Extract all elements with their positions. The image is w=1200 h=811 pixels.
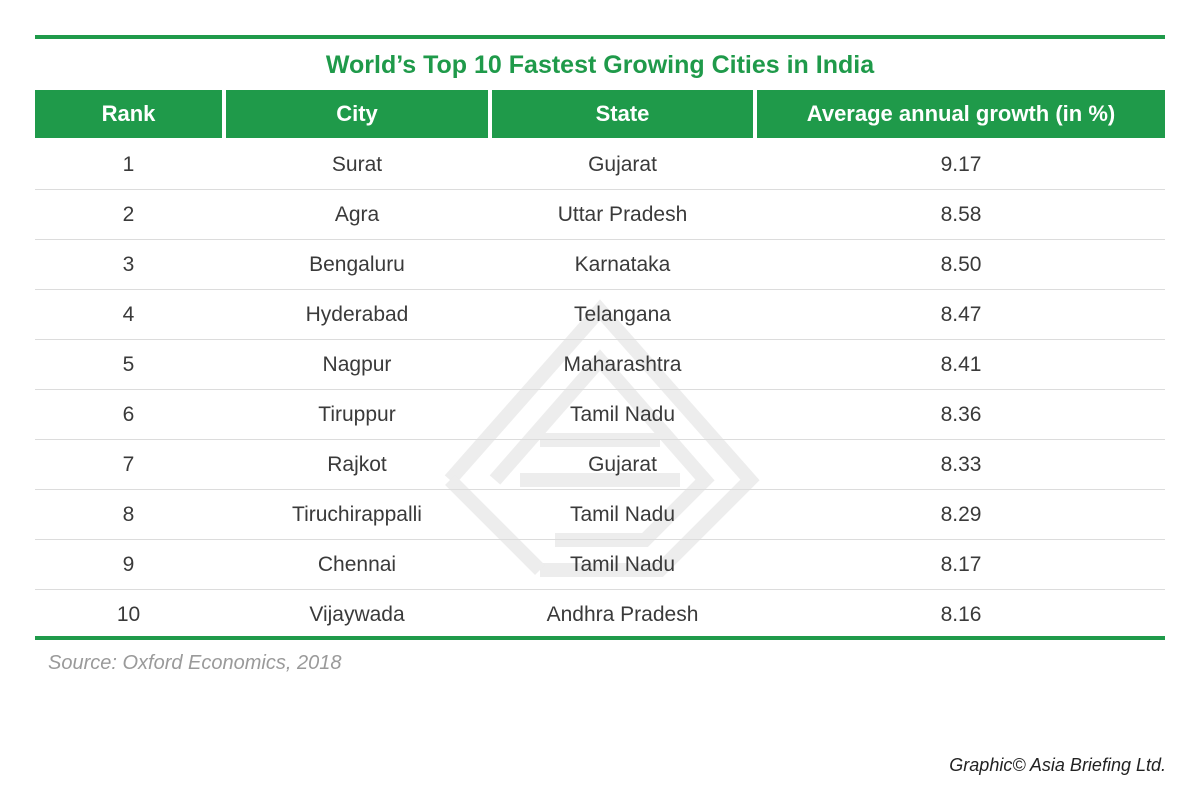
cell-state: Telangana (574, 302, 671, 326)
header-city: City (226, 90, 488, 138)
source-note: Source: Oxford Economics, 2018 (48, 652, 342, 674)
cell-growth: 8.58 (940, 202, 982, 226)
table-row: 7 Rajkot Gujarat 8.33 (35, 440, 1165, 490)
bottom-rule (35, 636, 1165, 640)
table-row: 10 Vijaywada Andhra Pradesh 8.16 (35, 590, 1165, 640)
cell-rank: 8 (122, 502, 135, 526)
cell-city: Tiruppur (318, 402, 396, 426)
cell-city: Bengaluru (309, 252, 405, 276)
cell-rank: 5 (122, 352, 135, 376)
cell-growth: 9.17 (940, 152, 982, 176)
cell-rank: 2 (122, 202, 135, 226)
cell-growth: 8.16 (940, 603, 982, 626)
cell-growth: 8.36 (940, 402, 982, 426)
cell-city: Nagpur (322, 352, 392, 376)
cell-state: Uttar Pradesh (557, 202, 688, 226)
cell-state: Tamil Nadu (569, 402, 676, 426)
cell-state: Gujarat (588, 452, 657, 476)
top-rule (35, 35, 1165, 39)
table-row: 4 Hyderabad Telangana 8.47 (35, 290, 1165, 340)
cell-growth: 8.47 (940, 302, 982, 326)
header-row: Rank City State Average annual growth (i… (35, 90, 1165, 138)
cell-state: Maharashtra (563, 352, 682, 376)
cell-growth: 8.17 (940, 552, 982, 576)
cell-city: Surat (331, 152, 383, 176)
cell-rank: 9 (122, 552, 135, 576)
cell-rank: 3 (122, 252, 135, 276)
table-row: 5 Nagpur Maharashtra 8.41 (35, 340, 1165, 390)
cell-growth: 8.41 (940, 352, 982, 376)
table-row: 3 Bengaluru Karnataka 8.50 (35, 240, 1165, 290)
header-rank: Rank (35, 90, 222, 138)
cell-city: Rajkot (327, 452, 387, 476)
cell-rank: 7 (122, 452, 135, 476)
cell-city: Tiruchirappalli (292, 502, 422, 526)
cell-growth: 8.50 (940, 252, 982, 276)
table-body: 1 Surat Gujarat 9.17 2 Agra Uttar Pradesh 8.58 3… (35, 140, 1165, 640)
cell-state: Karnataka (574, 252, 671, 276)
cell-state: Tamil Nadu (569, 552, 676, 576)
cell-state: Tamil Nadu (569, 502, 676, 526)
cell-rank: 4 (122, 302, 135, 326)
cell-rank: 6 (122, 402, 135, 426)
cell-growth: 8.33 (940, 452, 982, 476)
cell-city: Chennai (317, 552, 397, 576)
table-row: 2 Agra Uttar Pradesh 8.58 (35, 190, 1165, 240)
cell-growth: 8.29 (940, 502, 982, 526)
cell-city: Vijaywada (309, 603, 405, 626)
header-growth: Average annual growth (in %) (757, 90, 1165, 138)
header-state: State (492, 90, 753, 138)
table-row: 8 Tiruchirappalli Tamil Nadu 8.29 (35, 490, 1165, 540)
data-table: Rank City State Average annual growth (i… (35, 90, 1165, 640)
cell-rank: 1 (122, 152, 135, 176)
cell-city: Agra (334, 202, 380, 226)
table-row: 6 Tiruppur Tamil Nadu 8.36 (35, 390, 1165, 440)
cell-city: Hyderabad (305, 302, 409, 326)
cell-state: Andhra Pradesh (546, 603, 699, 626)
table-row: 9 Chennai Tamil Nadu 8.17 (35, 540, 1165, 590)
table-row: 1 Surat Gujarat 9.17 (35, 140, 1165, 190)
cell-rank: 10 (116, 603, 141, 626)
cell-state: Gujarat (588, 152, 657, 176)
table-title: World’s Top 10 Fastest Growing Cities in… (325, 51, 875, 79)
graphic-credit: Graphic© Asia Briefing Ltd. (949, 755, 1166, 775)
